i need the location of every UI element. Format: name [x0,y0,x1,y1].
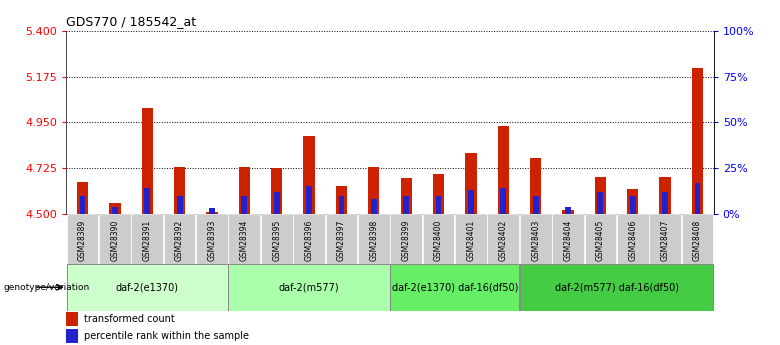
Bar [141,108,153,214]
Bar [594,177,606,214]
Bar [519,214,551,264]
Bar [682,214,714,264]
Text: GSM28403: GSM28403 [531,220,541,262]
Bar [630,196,636,214]
Text: GSM28393: GSM28393 [207,220,217,262]
Bar [403,196,409,214]
Bar [174,167,186,214]
Bar [692,68,704,214]
Bar [112,207,118,214]
Bar [455,214,487,264]
Bar [164,214,196,264]
Bar [465,153,477,214]
Bar [423,214,455,264]
Bar [488,214,519,264]
Text: GSM28404: GSM28404 [563,220,573,262]
Text: percentile rank within the sample: percentile rank within the sample [84,332,249,341]
Text: GSM28389: GSM28389 [78,220,87,262]
Text: GSM28405: GSM28405 [596,220,605,262]
Bar [325,214,357,264]
Bar [242,196,247,214]
Text: GSM28397: GSM28397 [337,220,346,262]
Bar [239,167,250,214]
Text: GSM28394: GSM28394 [239,220,249,262]
Bar [196,214,228,264]
Text: GSM28407: GSM28407 [661,220,670,262]
Bar [390,264,519,310]
Text: daf-2(m577) daf-16(df50): daf-2(m577) daf-16(df50) [555,282,679,292]
Bar [261,214,292,264]
Bar [358,214,390,264]
Bar [649,214,681,264]
Bar [99,214,131,264]
Bar [597,192,603,214]
Bar [627,189,639,214]
Bar [584,214,616,264]
Text: GSM28391: GSM28391 [143,220,152,262]
Text: GSM28408: GSM28408 [693,220,702,262]
Bar [206,212,218,214]
Text: genotype/variation: genotype/variation [4,283,90,292]
Bar [552,214,584,264]
Bar [229,214,261,264]
Bar [66,214,98,264]
Bar [501,188,506,214]
Bar [229,264,390,310]
Bar [662,192,668,214]
Bar [307,187,312,214]
Text: daf-2(e1370): daf-2(e1370) [115,282,179,292]
Text: GSM28406: GSM28406 [628,220,637,262]
Bar [498,126,509,214]
Bar [144,188,150,214]
Text: daf-2(e1370) daf-16(df50): daf-2(e1370) daf-16(df50) [392,282,518,292]
Bar [400,178,412,214]
Bar [566,207,571,214]
Bar [109,203,121,214]
Bar [303,136,315,214]
Bar [177,196,183,214]
Bar [271,168,282,214]
Bar [335,186,347,214]
Bar [339,196,344,214]
Bar [76,183,88,214]
Text: GSM28399: GSM28399 [402,220,411,262]
Text: GSM28402: GSM28402 [498,220,508,262]
Bar [274,192,279,214]
Text: GDS770 / 185542_at: GDS770 / 185542_at [66,16,197,29]
Bar [209,208,215,214]
Bar [695,183,700,214]
Text: GSM28390: GSM28390 [110,220,119,262]
Bar [433,174,445,214]
Text: GSM28400: GSM28400 [434,220,443,262]
Bar [371,199,377,214]
Bar [390,214,422,264]
Bar [66,329,78,343]
Bar [533,196,538,214]
Bar [293,214,325,264]
Text: daf-2(m577): daf-2(m577) [278,282,339,292]
Bar [66,264,228,310]
Bar [519,264,714,310]
Bar [659,177,671,214]
Text: GSM28392: GSM28392 [175,220,184,262]
Bar [468,190,473,214]
Bar [131,214,163,264]
Bar [66,312,78,326]
Bar [368,167,380,214]
Text: GSM28396: GSM28396 [304,220,314,262]
Bar [562,210,574,214]
Bar [617,214,649,264]
Bar [436,196,441,214]
Text: GSM28401: GSM28401 [466,220,476,262]
Text: GSM28395: GSM28395 [272,220,282,262]
Text: GSM28398: GSM28398 [369,220,378,262]
Bar [80,196,85,214]
Bar [530,158,541,214]
Text: transformed count: transformed count [84,314,175,324]
